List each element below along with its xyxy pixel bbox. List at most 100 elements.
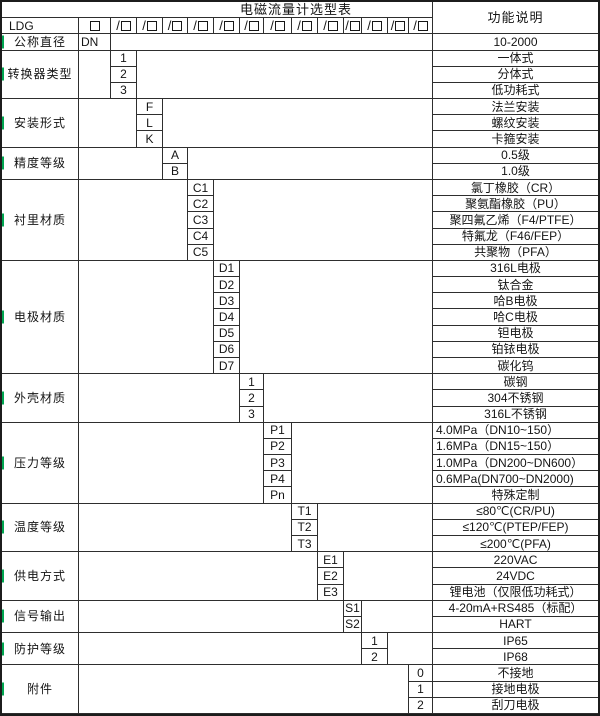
left-gap — [79, 503, 292, 553]
right-gap — [318, 503, 433, 553]
model-slash-box-cell: / — [240, 18, 264, 35]
desc-cell: 氯丁橡胶（CR） — [433, 180, 598, 197]
category-label: 转换器类型 — [2, 50, 79, 100]
code-cell: T1 — [292, 503, 318, 520]
desc-cell: 一体式 — [433, 51, 598, 67]
code-cell: 1 — [409, 681, 433, 698]
code-cell: P1 — [264, 422, 292, 439]
desc-cell: 铂铱电极 — [433, 342, 598, 358]
category-label-text: 精度等级 — [13, 156, 66, 171]
green-marker-icon — [2, 156, 4, 170]
left-gap — [79, 179, 188, 261]
left-gap — [79, 665, 409, 714]
green-marker-icon — [2, 642, 4, 656]
green-marker-icon — [2, 116, 4, 130]
model-slash-box-cell: / — [409, 18, 433, 35]
green-marker-icon — [2, 682, 4, 696]
desc-cell: 钽电极 — [433, 326, 598, 342]
code-cell: C2 — [188, 196, 214, 213]
category-label-text: 安装形式 — [13, 115, 66, 130]
code-cell: C4 — [188, 228, 214, 245]
code-cell: 2 — [240, 390, 264, 407]
code-cell: K — [137, 131, 163, 148]
checkbox-square-icon — [274, 20, 285, 31]
desc-cell: 1.0级 — [433, 164, 598, 180]
code-cell: D6 — [214, 341, 240, 358]
right-gap — [163, 99, 433, 148]
code-cell: C5 — [188, 244, 214, 261]
category-label-diameter: 公称直径 — [2, 34, 79, 51]
slash-glyph: / — [413, 18, 417, 34]
model-slash-box-cell: / — [292, 18, 318, 35]
checkbox-square-icon — [371, 20, 382, 31]
right-gap — [188, 147, 433, 180]
category-label-text: 附件 — [26, 682, 53, 697]
code-cell: D3 — [214, 293, 240, 310]
model-slash-box-cell: / — [111, 18, 137, 35]
category-label: 精度等级 — [2, 147, 79, 180]
desc-cell: ≤120℃(PTEP/FEP) — [433, 520, 598, 536]
green-marker-icon — [2, 569, 4, 583]
code-cell: 3 — [111, 82, 137, 100]
left-gap — [79, 99, 137, 148]
code-cell: P3 — [264, 455, 292, 472]
desc-cell: ≤80℃(CR/PU) — [433, 504, 598, 520]
table-title: 电磁流量计选型表 — [2, 2, 433, 19]
slash-glyph: / — [345, 18, 349, 34]
slash-glyph: / — [219, 18, 223, 34]
desc-cell: 哈B电极 — [433, 293, 598, 310]
code-cell: 2 — [409, 697, 433, 714]
code-cell: C3 — [188, 212, 214, 229]
category-label-text: 电极材质 — [13, 310, 66, 325]
left-gap — [79, 600, 344, 634]
code-cell: F — [137, 99, 163, 116]
code-cell: D4 — [214, 309, 240, 326]
right-gap — [214, 179, 433, 261]
code-cell: L — [137, 115, 163, 132]
desc-cell: 碳化钨 — [433, 358, 598, 375]
code-cell: S2 — [344, 616, 362, 634]
left-gap — [79, 633, 362, 666]
desc-cell: 分体式 — [433, 67, 598, 83]
left-gap — [79, 260, 214, 375]
model-slash-box-cell: / — [264, 18, 292, 35]
code-cell: S1 — [344, 600, 362, 617]
left-gap — [79, 552, 318, 601]
code-cell: 1 — [240, 374, 264, 391]
code-cell: E3 — [318, 584, 344, 601]
right-gap — [240, 260, 433, 375]
code-cell: E1 — [318, 552, 344, 569]
code-cell: C1 — [188, 179, 214, 197]
green-marker-icon — [2, 391, 4, 405]
model-slash-box-cell: / — [188, 18, 214, 35]
desc-cell-diameter: 10-2000 — [433, 34, 598, 51]
slash-glyph: / — [323, 18, 327, 34]
slash-glyph: / — [367, 18, 371, 34]
checkbox-square-icon — [89, 20, 100, 31]
code-cell: 3 — [240, 406, 264, 423]
code-cell: D1 — [214, 260, 240, 278]
checkbox-square-icon — [417, 20, 428, 31]
category-label-text: 温度等级 — [13, 520, 66, 535]
checkbox-square-icon — [223, 20, 234, 31]
code-cell: 2 — [111, 66, 137, 83]
desc-cell: 卡箍安装 — [433, 131, 598, 148]
desc-cell: 4.0MPa（DN10~150） — [433, 423, 598, 439]
desc-cell: 聚四氟乙烯（F4/PTFE） — [433, 212, 598, 229]
category-label: 电极材质 — [2, 260, 79, 375]
desc-cell: 哈C电极 — [433, 309, 598, 326]
code-cell-dn: DN — [79, 34, 111, 51]
checkbox-square-icon — [248, 20, 259, 31]
green-marker-icon — [2, 213, 4, 227]
green-marker-icon — [2, 35, 4, 49]
left-gap — [79, 374, 240, 423]
slash-glyph: / — [390, 18, 395, 34]
desc-cell: 刮刀电极 — [433, 698, 598, 714]
desc-cell: 220VAC — [433, 552, 598, 569]
desc-cell: 法兰安装 — [433, 99, 598, 116]
slash-glyph: / — [142, 18, 146, 34]
code-cell: A — [163, 147, 188, 164]
category-label-text: 信号输出 — [13, 609, 66, 624]
desc-cell: 0.6MPa(DN700~DN2000) — [433, 471, 598, 488]
desc-cell: 4-20mA+RS485（标配） — [433, 601, 598, 617]
